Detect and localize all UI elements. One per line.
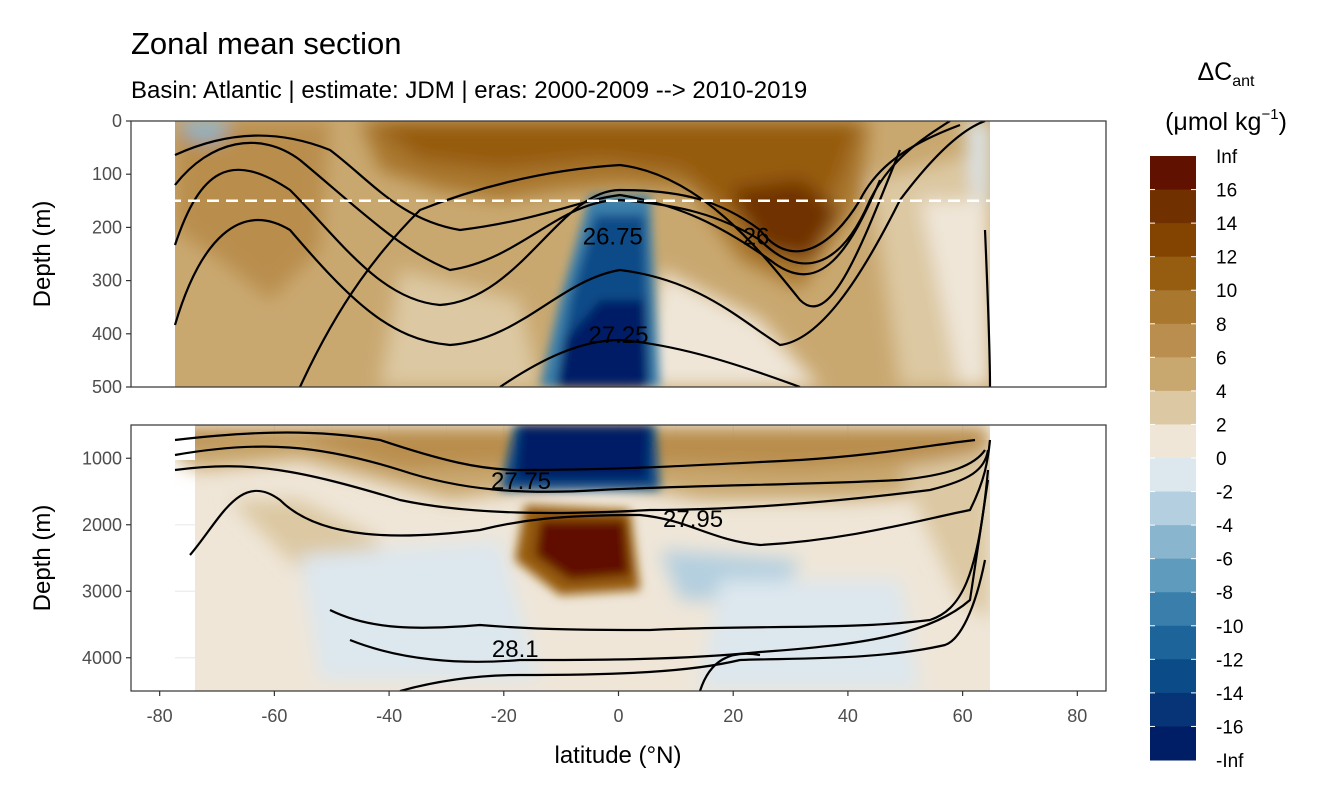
- y-tick-label: 200: [92, 217, 122, 237]
- legend-color-swatch: [1150, 390, 1196, 425]
- y-tick-label: 300: [92, 271, 122, 291]
- legend-tick-label: -16: [1216, 717, 1243, 738]
- legend-tick-label: -4: [1216, 516, 1233, 537]
- lower-panel-y-axis: 1000 2000 3000 4000: [82, 448, 131, 668]
- contour-label: 27.25: [588, 322, 648, 349]
- legend-tick-label: 0: [1216, 449, 1227, 470]
- contour-label: 26.75: [583, 223, 643, 250]
- legend-tick-label: -12: [1216, 650, 1243, 671]
- contour-labels: 26.75 26 27.25 27.75 27.95 28.1: [491, 223, 770, 662]
- legend-color-swatch: [1150, 424, 1196, 459]
- legend-unit: (μmol kg−1): [1165, 106, 1287, 136]
- lower-panel: 1000 2000 3000 4000: [82, 424, 1107, 692]
- x-tick-label: 40: [838, 706, 858, 726]
- contour-label: 28.1: [492, 636, 539, 663]
- legend-tick-label: -14: [1216, 684, 1244, 705]
- lower-panel-field: [131, 425, 1106, 691]
- legend-tick-label: 16: [1216, 181, 1237, 202]
- x-tick-label: 0: [613, 706, 623, 726]
- legend-title-sub: ant: [1232, 73, 1255, 90]
- y-tick-label: 400: [92, 324, 122, 344]
- x-tick-label: -20: [491, 706, 517, 726]
- legend-unit-sup: −1: [1261, 106, 1278, 123]
- upper-panel-border: [130, 120, 1107, 388]
- legend-tick-label: 10: [1216, 281, 1237, 302]
- x-tick-label: -80: [147, 706, 173, 726]
- legend-color-swatch: [1150, 625, 1196, 660]
- legend-color-swatch: [1150, 525, 1196, 560]
- legend-labels: Inf 16 14 12 10 8 6 4 2 0 -2 -4 -6 -8 -10 -12 -14 -16 -Inf: [1216, 147, 1244, 772]
- x-tick-label: 80: [1067, 706, 1087, 726]
- legend-tick-label: -2: [1216, 483, 1233, 504]
- legend-title-main: ΔC: [1197, 58, 1232, 86]
- legend-title: ΔCant: [1197, 58, 1255, 90]
- legend-tick-label: 6: [1216, 348, 1227, 369]
- x-tick-label: 20: [723, 706, 743, 726]
- legend-color-swatch: [1150, 290, 1196, 325]
- legend-color-swatch: [1150, 357, 1196, 392]
- legend-color-swatch: [1150, 323, 1196, 358]
- y-tick-label: 1000: [82, 448, 122, 468]
- contour-label: 27.95: [663, 506, 723, 533]
- legend-color-swatch: [1150, 659, 1196, 694]
- y-tick-label: 0: [112, 111, 122, 131]
- y-axis-title-lower: Depth (m): [29, 505, 56, 612]
- legend-tick-label: 2: [1216, 415, 1227, 436]
- x-tick-label: 60: [953, 706, 973, 726]
- legend-color-swatch: [1150, 592, 1196, 627]
- legend-tick-label: -8: [1216, 583, 1233, 604]
- chart-subtitle: Basin: Atlantic | estimate: JDM | eras: …: [131, 77, 807, 104]
- legend-color-swatch: [1150, 189, 1196, 224]
- legend-tick-label: Inf: [1216, 147, 1238, 168]
- x-tick-label: -60: [261, 706, 287, 726]
- legend-unit-close: ): [1279, 108, 1287, 136]
- chart-title: Zonal mean section: [131, 26, 402, 61]
- legend-tick-label: -10: [1216, 617, 1243, 638]
- legend-color-swatch: [1150, 558, 1196, 593]
- y-tick-label: 100: [92, 164, 122, 184]
- y-axis-title-upper: Depth (m): [29, 201, 56, 308]
- y-tick-label: 500: [92, 377, 122, 397]
- legend-tick-label: 4: [1216, 382, 1227, 403]
- legend-tick-label: 14: [1216, 214, 1238, 235]
- contour-label: 26: [743, 223, 770, 250]
- legend-tick-label: -6: [1216, 550, 1233, 571]
- x-axis: -80 -60 -40 -20 0 20 40 60 80: [147, 691, 1087, 726]
- legend-color-swatch: [1150, 156, 1196, 191]
- legend-tick-label: 12: [1216, 248, 1237, 269]
- upper-panel-field: [131, 121, 1106, 387]
- upper-contours: [173, 121, 992, 387]
- legend-color-swatch: [1150, 491, 1196, 526]
- upper-panel-y-axis: 0 100 200 300 400 500: [92, 111, 131, 397]
- color-legend: ΔCant (μmol kg−1) Inf 16 14 12 10 8 6 4 2 0 -2 -4 -6…: [1150, 58, 1287, 772]
- y-tick-label: 3000: [82, 581, 122, 601]
- legend-color-swatch: [1150, 692, 1196, 727]
- contour-label: 27.75: [491, 468, 551, 495]
- x-axis-title: latitude (°N): [555, 742, 682, 769]
- legend-color-swatch: [1150, 223, 1196, 258]
- lower-contours: [174, 431, 992, 691]
- y-tick-label: 4000: [82, 648, 122, 668]
- y-tick-label: 2000: [82, 515, 122, 535]
- legend-unit-text: (μmol kg: [1165, 108, 1261, 136]
- legend-color-swatch: [1150, 726, 1196, 761]
- legend-tick-label: -Inf: [1216, 751, 1244, 772]
- x-tick-label: -40: [376, 706, 402, 726]
- legend-color-swatch: [1150, 458, 1196, 493]
- legend-tick-label: 8: [1216, 315, 1227, 336]
- legend-color-swatch: [1150, 256, 1196, 291]
- legend-colorbar: [1150, 156, 1196, 761]
- upper-panel: 0 100 200 300 400 500: [92, 111, 1107, 397]
